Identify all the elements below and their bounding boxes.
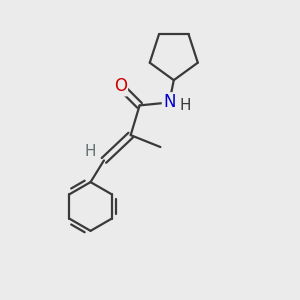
Text: O: O: [114, 77, 127, 95]
Text: H: H: [180, 98, 191, 113]
Text: N: N: [163, 93, 176, 111]
Text: H: H: [85, 144, 96, 159]
